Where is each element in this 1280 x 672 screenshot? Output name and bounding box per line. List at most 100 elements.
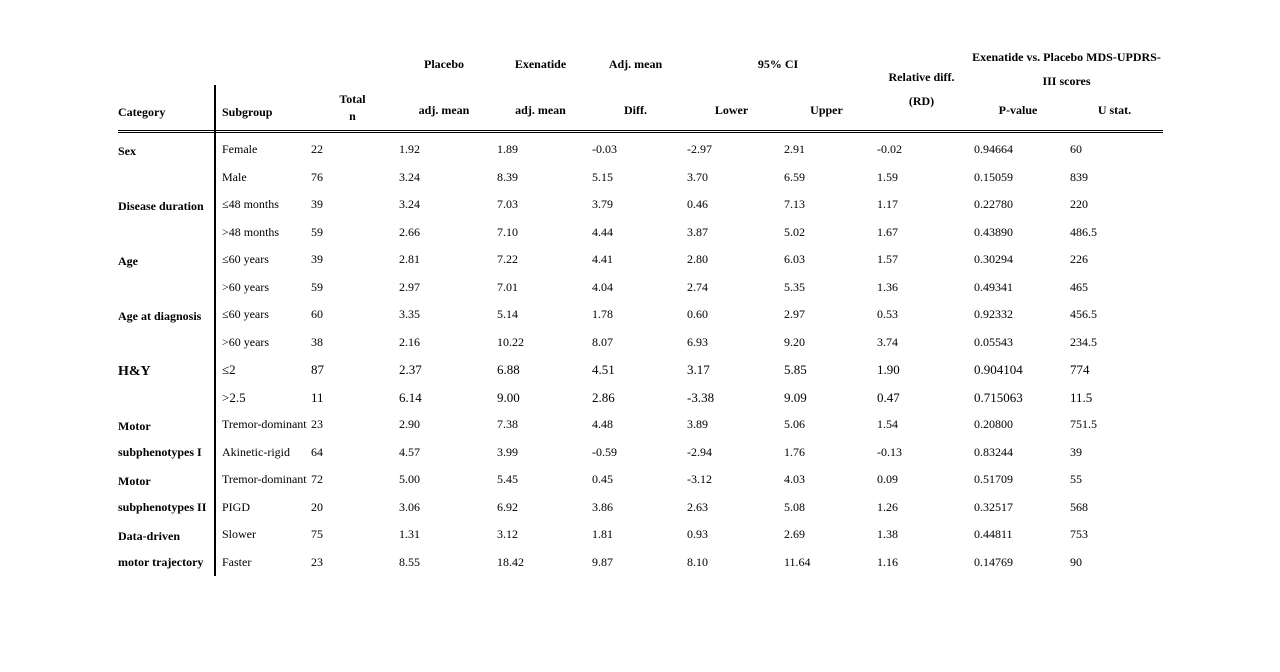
value-cell: 1.26 [877,499,898,514]
value-cell: 226 [1070,252,1088,267]
value-cell: 7.03 [497,197,518,212]
value-cell: 7.22 [497,252,518,267]
value-cell: 4.44 [592,224,613,239]
value-cell: 23 [311,554,323,569]
value-cell: 3.70 [687,169,708,184]
value-cell: 2.63 [687,499,708,514]
value-cell: 0.83244 [974,444,1013,459]
value-cell: 1.89 [497,142,518,157]
subgroup-label: PIGD [222,499,251,514]
value-cell: 3.87 [687,224,708,239]
value-cell: 2.66 [399,224,420,239]
value-cell: 2.80 [687,252,708,267]
category-label: Motor subphenotypes I [118,419,202,459]
value-cell: -0.13 [877,444,902,459]
value-cell: 0.51709 [974,472,1013,487]
col-header-95ci: 95% CI [757,57,799,71]
value-cell: 465 [1070,279,1088,294]
col-header-subgroup: Subgroup [222,105,273,119]
value-cell: 0.715063 [974,389,1023,405]
value-cell: 2.91 [784,142,805,157]
value-cell: 3.79 [592,197,613,212]
value-cell: 59 [311,279,323,294]
value-cell: 1.90 [877,362,900,378]
value-cell: 64 [311,444,323,459]
category-label: H&Y [118,364,151,379]
table-header: Category Subgroup Total n Placebo adj. m… [118,45,1163,130]
value-cell: 8.39 [497,169,518,184]
col-header-adj-mean: Adj. mean [608,57,663,71]
value-cell: 10.22 [497,334,524,349]
value-cell: 11.5 [1070,389,1093,405]
value-cell: 2.97 [399,279,420,294]
value-cell: 3.24 [399,197,420,212]
value-cell: 55 [1070,472,1082,487]
value-cell: 3.12 [497,527,518,542]
col-header-ustat: U stat. [1097,103,1132,117]
col-header-category: Category [118,105,166,119]
category-subgroup-divider [214,85,216,576]
col-header-lower: Lower [714,103,749,117]
value-cell: 75 [311,527,323,542]
value-cell: -0.03 [592,142,617,157]
value-cell: 38 [311,334,323,349]
value-cell: 11 [311,389,324,405]
value-cell: 6.03 [784,252,805,267]
value-cell: 2.74 [687,279,708,294]
value-cell: 5.06 [784,417,805,432]
value-cell: 0.94664 [974,142,1013,157]
col-header-exenatide-vs-placebo: Exenatide vs. Placebo MDS-UPDRS- III sco… [970,45,1163,90]
value-cell: 0.45 [592,472,613,487]
value-cell: 0.904104 [974,362,1023,378]
value-cell: -2.97 [687,142,712,157]
value-cell: 1.38 [877,527,898,542]
value-cell: 1.17 [877,197,898,212]
value-cell: 6.14 [399,389,422,405]
value-cell: 0.20800 [974,417,1013,432]
value-cell: 0.14769 [974,554,1013,569]
value-cell: 8.07 [592,334,613,349]
value-cell: -3.12 [687,472,712,487]
header-double-rule [118,130,1163,133]
subgroup-label: Female [222,142,258,157]
value-cell: 9.09 [784,389,807,405]
subgroup-label: >2.5 [222,389,246,405]
subgroup-label: Male [222,169,247,184]
value-cell: 0.30294 [974,252,1013,267]
subgroup-label: ≤2 [222,362,236,378]
category-label: Age [118,254,138,268]
value-cell: 39 [311,197,323,212]
value-cell: 60 [311,307,323,322]
value-cell: 456.5 [1070,307,1097,322]
value-cell: 0.44811 [974,527,1013,542]
value-cell: 774 [1070,362,1090,378]
value-cell: 1.67 [877,224,898,239]
value-cell: 2.69 [784,527,805,542]
category-label: Age at diagnosis [118,309,202,323]
subgroup-label: Tremor-dominant [222,472,307,487]
value-cell: 7.01 [497,279,518,294]
category-label: Data-driven motor trajectory [118,529,204,569]
value-cell: 3.74 [877,334,898,349]
col-header-rd-line1: Relative diff. [888,70,955,84]
col-header-exenatide: Exenatide [514,57,567,71]
value-cell: 5.14 [497,307,518,322]
value-cell: 2.90 [399,417,420,432]
value-cell: 1.16 [877,554,898,569]
value-cell: 90 [1070,554,1082,569]
value-cell: 2.97 [784,307,805,322]
value-cell: 839 [1070,169,1088,184]
value-cell: 0.93 [687,527,708,542]
value-cell: 0.22780 [974,197,1013,212]
col-header-total-line2: n [349,109,356,123]
category-label: Motor subphenotypes II [118,474,207,514]
value-cell: 2.86 [592,389,615,405]
table-body: Sex Female 22 1.92 1.89 -0.03 -2.97 2.91 -0.02 0.… [118,133,1163,576]
value-cell: 22 [311,142,323,157]
value-cell: 0.49341 [974,279,1013,294]
subgroup-label: ≤48 months [222,197,279,212]
value-cell: 2.81 [399,252,420,267]
value-cell: 1.76 [784,444,805,459]
value-cell: 1.81 [592,527,613,542]
